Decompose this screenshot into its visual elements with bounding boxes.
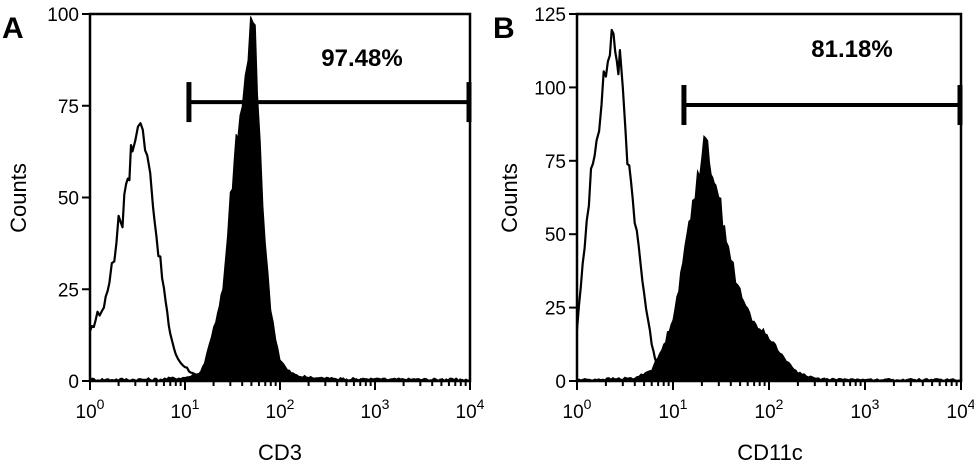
y-tick-label: 75 <box>545 152 566 173</box>
x-axis-title: CD11c <box>737 440 803 465</box>
y-axis-title: Counts <box>6 163 31 233</box>
x-tick-label: 104 <box>947 396 974 423</box>
stained-histogram <box>89 16 471 382</box>
panel-letter: B <box>493 12 515 45</box>
x-tick-label: 104 <box>456 396 485 423</box>
plot-frame <box>575 12 963 383</box>
y-tick-label: 25 <box>545 299 566 320</box>
plot-frame <box>88 12 472 383</box>
y-axis-title: Counts <box>497 163 522 233</box>
isotype-control-histogram <box>88 122 471 383</box>
x-tick-label: 100 <box>563 396 592 423</box>
y-tick-label: 50 <box>58 189 79 210</box>
x-tick-label: 100 <box>76 396 105 423</box>
gate-percentage-label: 81.18% <box>811 36 892 63</box>
x-tick-label: 102 <box>755 396 784 423</box>
x-tick-label: 101 <box>659 396 688 423</box>
y-tick-label: 100 <box>534 78 566 99</box>
x-tick-label: 101 <box>171 396 200 423</box>
x-axis-title: CD3 <box>258 440 302 465</box>
x-tick-label: 103 <box>361 396 390 423</box>
panel-letter: A <box>2 12 24 45</box>
y-tick-label: 25 <box>58 280 79 301</box>
y-tick-label: 75 <box>58 97 79 118</box>
isotype-control-histogram <box>575 28 962 383</box>
y-tick-label: 125 <box>534 5 566 26</box>
y-tick-label: 50 <box>545 225 566 246</box>
y-tick-label: 100 <box>47 5 79 26</box>
y-tick-label: 0 <box>555 372 566 393</box>
panel-b: 0 25 50 75 100 125 100 101 102 103 104 81.18% B CD11c… <box>493 5 974 465</box>
x-tick-label: 103 <box>851 396 880 423</box>
gate-percentage-label: 97.48% <box>321 45 402 72</box>
y-tick-label: 0 <box>68 372 79 393</box>
panel-a: 0 25 50 75 100 100 101 102 103 104 97.48% A CD3 Count… <box>2 5 485 465</box>
x-tick-label: 102 <box>266 396 295 423</box>
stained-histogram <box>576 134 962 382</box>
